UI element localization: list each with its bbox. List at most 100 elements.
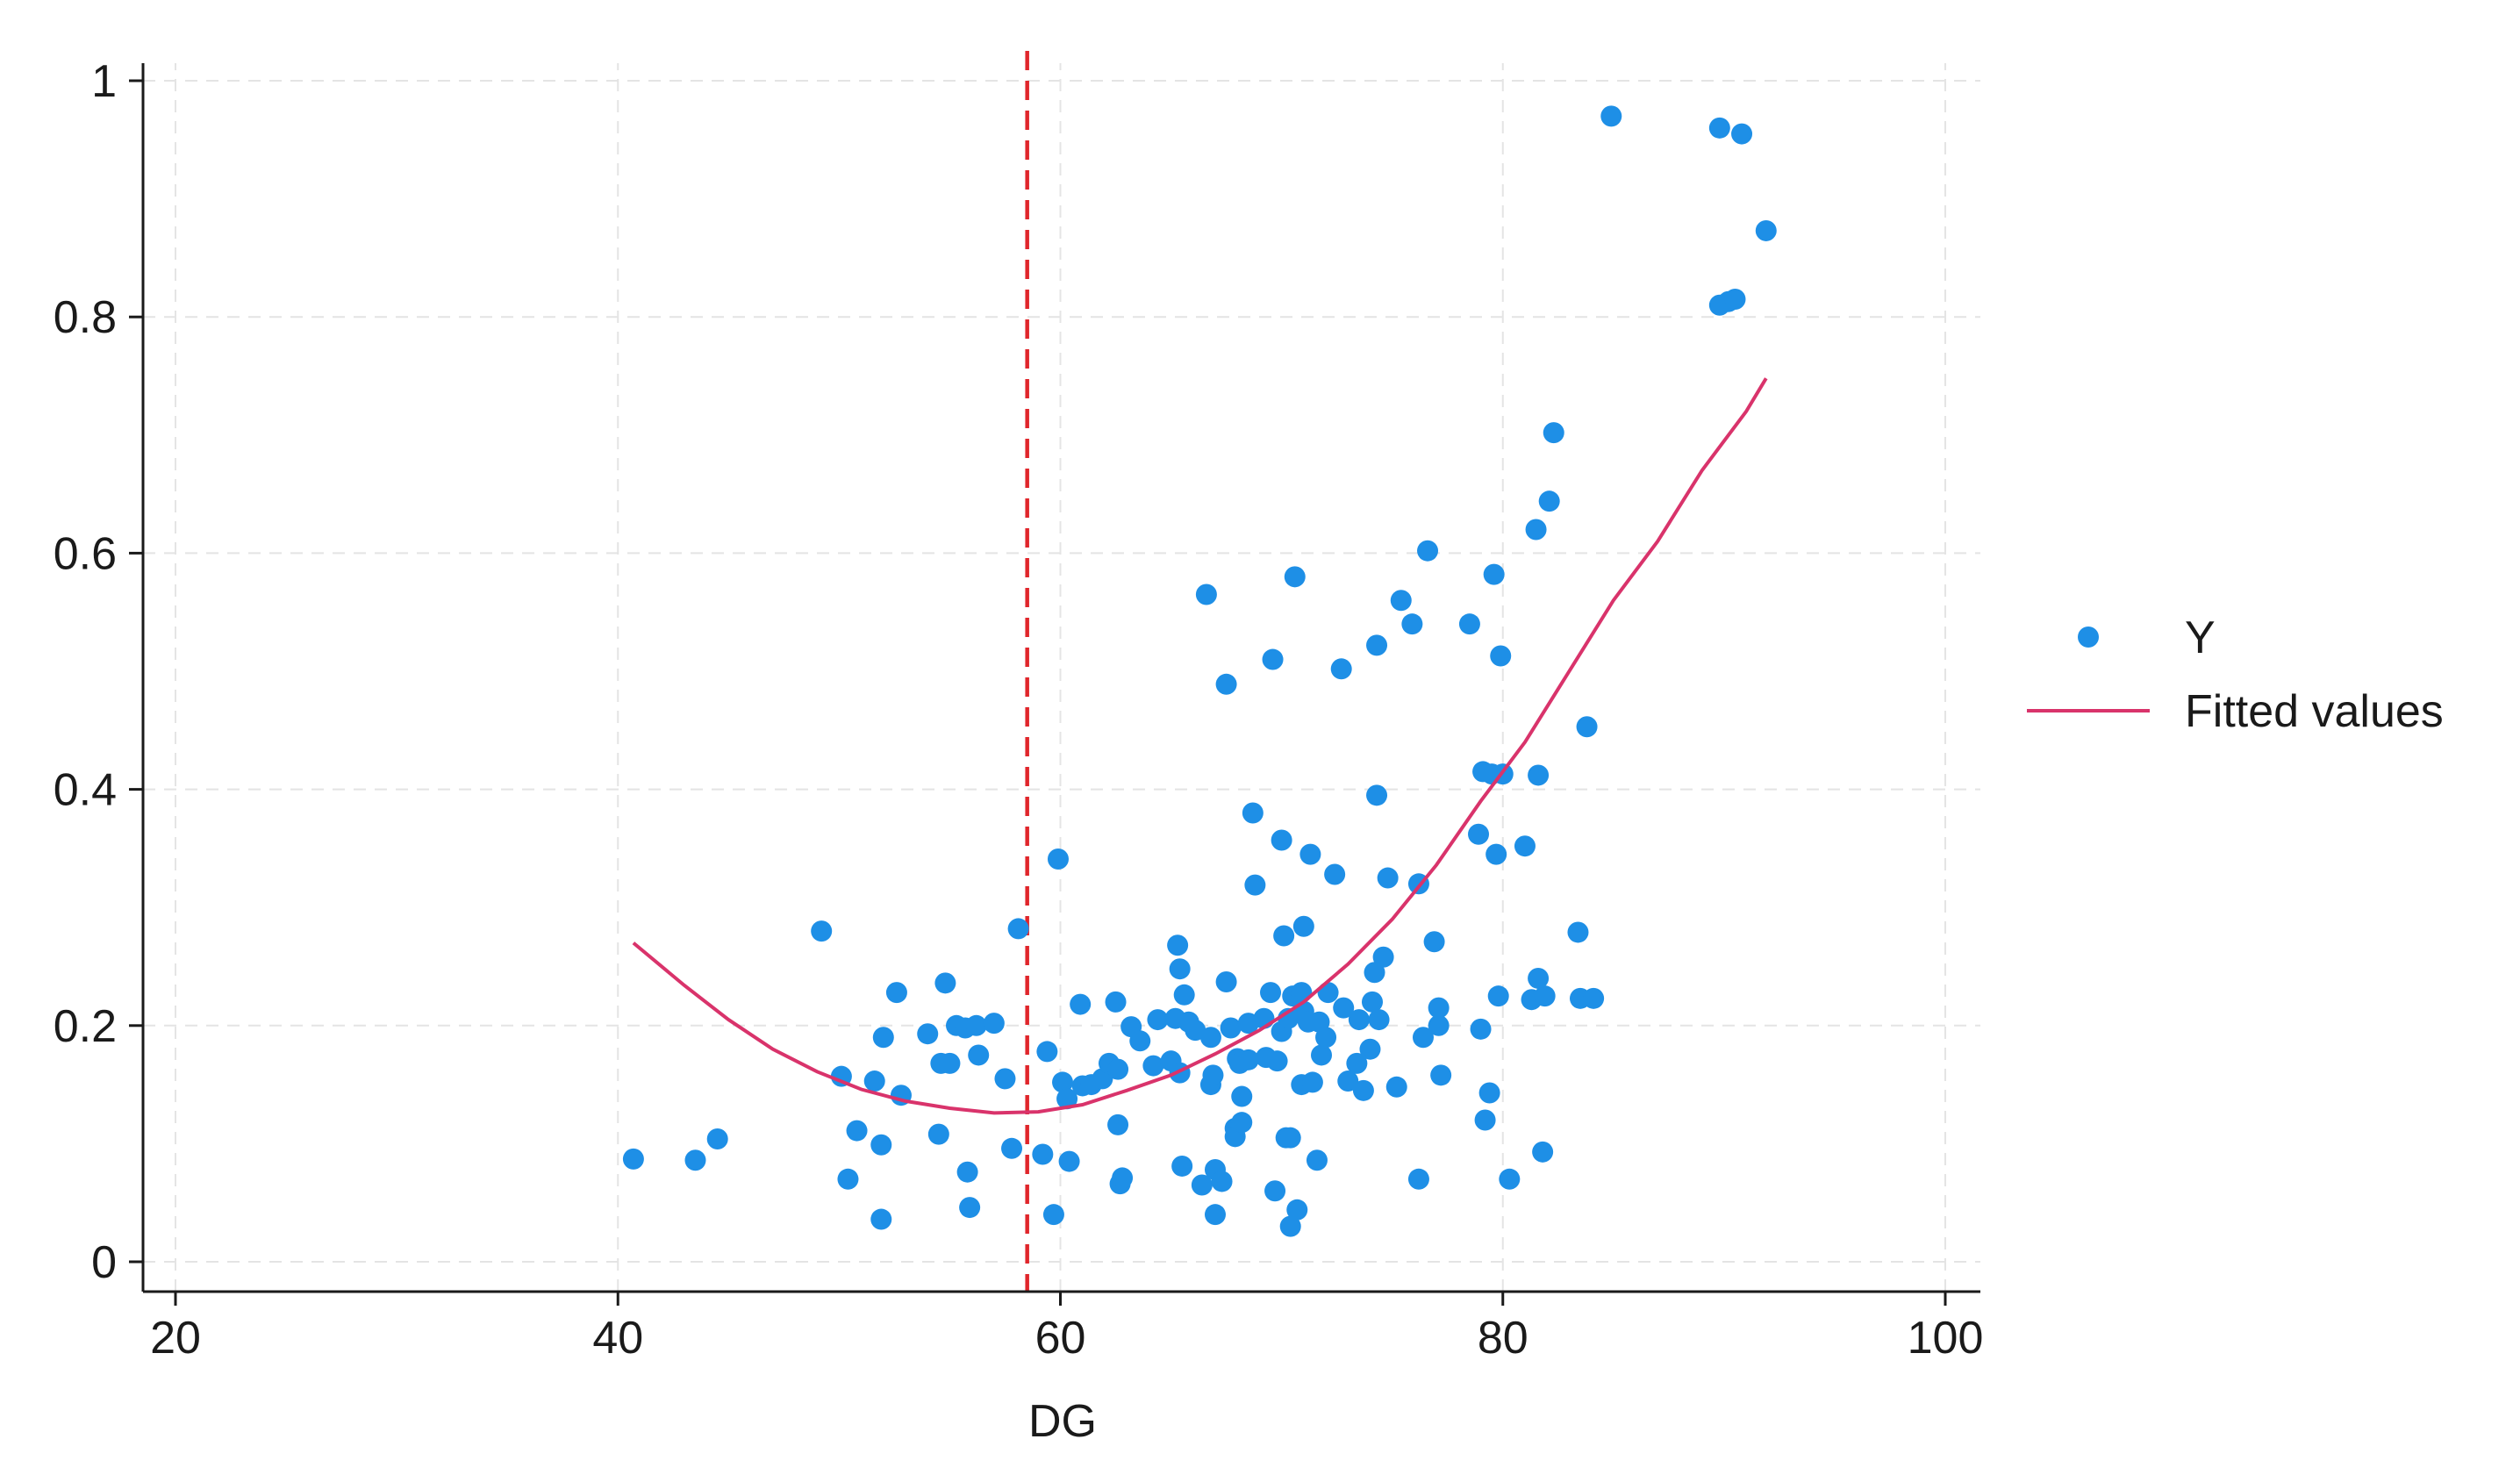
x-tick-label: 100 [1908,1313,1984,1364]
scatter-point [1364,962,1385,984]
scatter-point [1231,1112,1253,1134]
scatter-point [1070,993,1092,1015]
scatter-point [1001,1137,1023,1159]
scatter-point [1583,987,1605,1009]
scatter-point [1058,1150,1080,1172]
scatter-point [1377,867,1399,889]
scatter-point [956,1161,978,1183]
scatter-point [811,920,833,942]
x-tick-label: 80 [1478,1313,1528,1364]
scatter-point [1708,117,1730,139]
scatter-point [1286,1199,1308,1221]
scatter-point [1231,1085,1253,1107]
scatter-point [1368,1009,1390,1031]
x-tick-label: 60 [1035,1313,1086,1364]
scatter-point [1366,784,1388,806]
scatter-point [837,1168,859,1190]
scatter-point [1528,967,1550,989]
y-tick-label: 0.6 [54,528,117,579]
scatter-point [1528,764,1550,786]
scatter-point [983,1013,1005,1035]
scatter-point [994,1068,1016,1090]
axes: 20 40 60 80 100 0 0.2 0.4 0.6 0.8 1 [54,56,1984,1364]
scatter-point [870,1134,892,1156]
scatter-point [1271,829,1292,851]
scatter-point [1430,1064,1452,1086]
scatter-point [1470,1018,1492,1040]
scatter-point [1032,1143,1054,1165]
scatter-points [622,105,1777,1237]
scatter-point [1215,970,1237,992]
scatter-point [1361,991,1383,1013]
scatter-point [1428,997,1450,1019]
scatter-point [1215,673,1237,695]
scatter-point [1007,918,1029,940]
x-tick-label: 20 [150,1313,201,1364]
scatter-point [1333,997,1355,1019]
scatter-point [1264,1180,1286,1202]
scatter-point [1279,1215,1301,1237]
y-tick-label: 1 [91,56,117,107]
scatter-point [1490,645,1512,667]
legend-label-fitted: Fitted values [2185,686,2444,737]
scatter-point [1348,1009,1370,1031]
grid-lines [143,63,1980,1292]
scatter-point [1600,105,1622,127]
scatter-point [1311,1044,1333,1066]
scatter-point [1279,1127,1301,1149]
legend-label-y: Y [2185,612,2216,663]
legend-marker-y [2078,627,2099,648]
scatter-point [927,1123,949,1145]
scatter-point [1346,1052,1368,1074]
scatter-point [1056,1088,1078,1110]
scatter-point [1337,1070,1359,1092]
scatter-point [1237,1049,1259,1070]
scatter-point [1390,590,1412,612]
scatter-point [1169,958,1191,980]
scatter-point [1242,802,1264,824]
scatter-point [1284,566,1306,588]
scatter-point [1474,1109,1496,1131]
scatter-point [1458,613,1480,635]
scatter-point [1052,1071,1074,1093]
scatter-point [1299,843,1321,865]
scatter-point [872,1027,894,1049]
scatter-point [1359,1038,1381,1060]
scatter-point [1262,648,1284,670]
scatter-point [1487,985,1509,1007]
scatter-point [1273,925,1295,947]
y-tick-label: 0 [91,1237,117,1288]
scatter-point [1129,1030,1151,1052]
scatter-point [968,1044,990,1066]
scatter-point [870,1208,892,1230]
scatter-point [1724,289,1746,311]
y-tick-label: 0.2 [54,1001,117,1052]
scatter-point [885,982,907,1004]
scatter-point [1532,1141,1554,1163]
scatter-point [1204,1204,1226,1226]
scatter-point [1483,563,1505,585]
scatter-point [1543,422,1564,444]
scatter-point [934,972,956,994]
scatter-point [1315,1027,1337,1049]
scatter-point [1525,519,1547,541]
scatter-point [1301,1071,1323,1093]
scatter-point [1468,823,1490,845]
scatter-point [1220,1017,1242,1039]
scatter-point [1514,835,1536,857]
scatter-point [1407,1168,1429,1190]
legend: Y Fitted values [2027,612,2444,737]
scatter-point [1173,984,1195,1006]
scatter-point [1366,634,1388,656]
scatter-point [1105,991,1127,1013]
scatter-point [706,1128,728,1150]
scatter-point [1047,848,1069,870]
scatter-point [1499,1168,1521,1190]
scatter-point [1036,1041,1058,1063]
scatter-point [1417,540,1439,562]
y-tick-label: 0.8 [54,292,117,343]
scatter-point [622,1148,644,1170]
fitted-line-layer [632,377,1768,1115]
